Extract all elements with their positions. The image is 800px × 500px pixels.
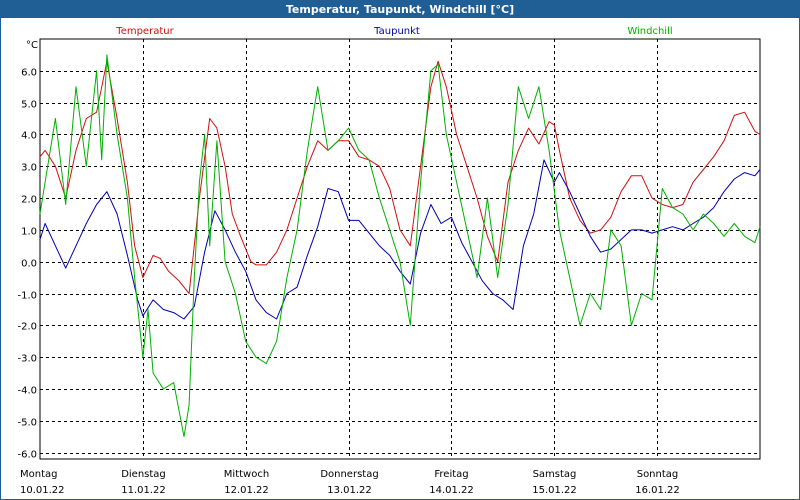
x-weekday-label: Dienstag [121, 469, 166, 480]
series-line-temperatur [39, 60, 761, 294]
x-weekday-label: Montag [20, 469, 57, 480]
legend-windchill: Windchill [627, 26, 672, 37]
legend-temperatur: Temperatur [115, 26, 174, 37]
y-tick-label: -4.0 [17, 386, 37, 397]
y-tick-label: 4.0 [21, 131, 37, 142]
x-date-label: 16.01.22 [635, 485, 680, 496]
y-tick-label: 1.0 [21, 227, 37, 238]
x-weekday-label: Donnerstag [320, 469, 378, 480]
x-weekday-label: Samstag [533, 469, 577, 480]
x-date-label: 11.01.22 [121, 485, 166, 496]
x-weekday-label: Freitag [434, 469, 468, 480]
x-date-label: 12.01.22 [224, 485, 269, 496]
x-date-label: 15.01.22 [532, 485, 577, 496]
y-tick-label: 0.0 [21, 259, 37, 270]
series-line-windchill [39, 54, 761, 438]
x-date-label: 14.01.22 [429, 485, 474, 496]
y-tick-label: -1.0 [17, 291, 37, 302]
y-tick-label: 2.0 [21, 195, 37, 206]
legend-taupunkt: Taupunkt [373, 26, 420, 37]
x-weekday-label: Sonntag [637, 469, 679, 480]
y-tick-label: 3.0 [21, 163, 37, 174]
chart-title: Temperatur, Taupunkt, Windchill [°C] [1, 1, 799, 18]
y-tick-label: -5.0 [17, 418, 37, 429]
y-tick-label: 5.0 [21, 100, 37, 111]
plot-area [39, 38, 761, 460]
x-date-label: 10.01.22 [20, 485, 65, 496]
y-tick-label: -3.0 [17, 354, 37, 365]
y-tick-label: 6.0 [21, 68, 37, 79]
y-axis-label: °C [26, 40, 38, 51]
x-weekday-label: Mittwoch [224, 469, 269, 480]
y-tick-label: -2.0 [17, 322, 37, 333]
y-tick-label: -6.0 [17, 450, 37, 461]
x-date-label: 13.01.22 [327, 485, 372, 496]
series-line-taupunkt [39, 159, 761, 320]
